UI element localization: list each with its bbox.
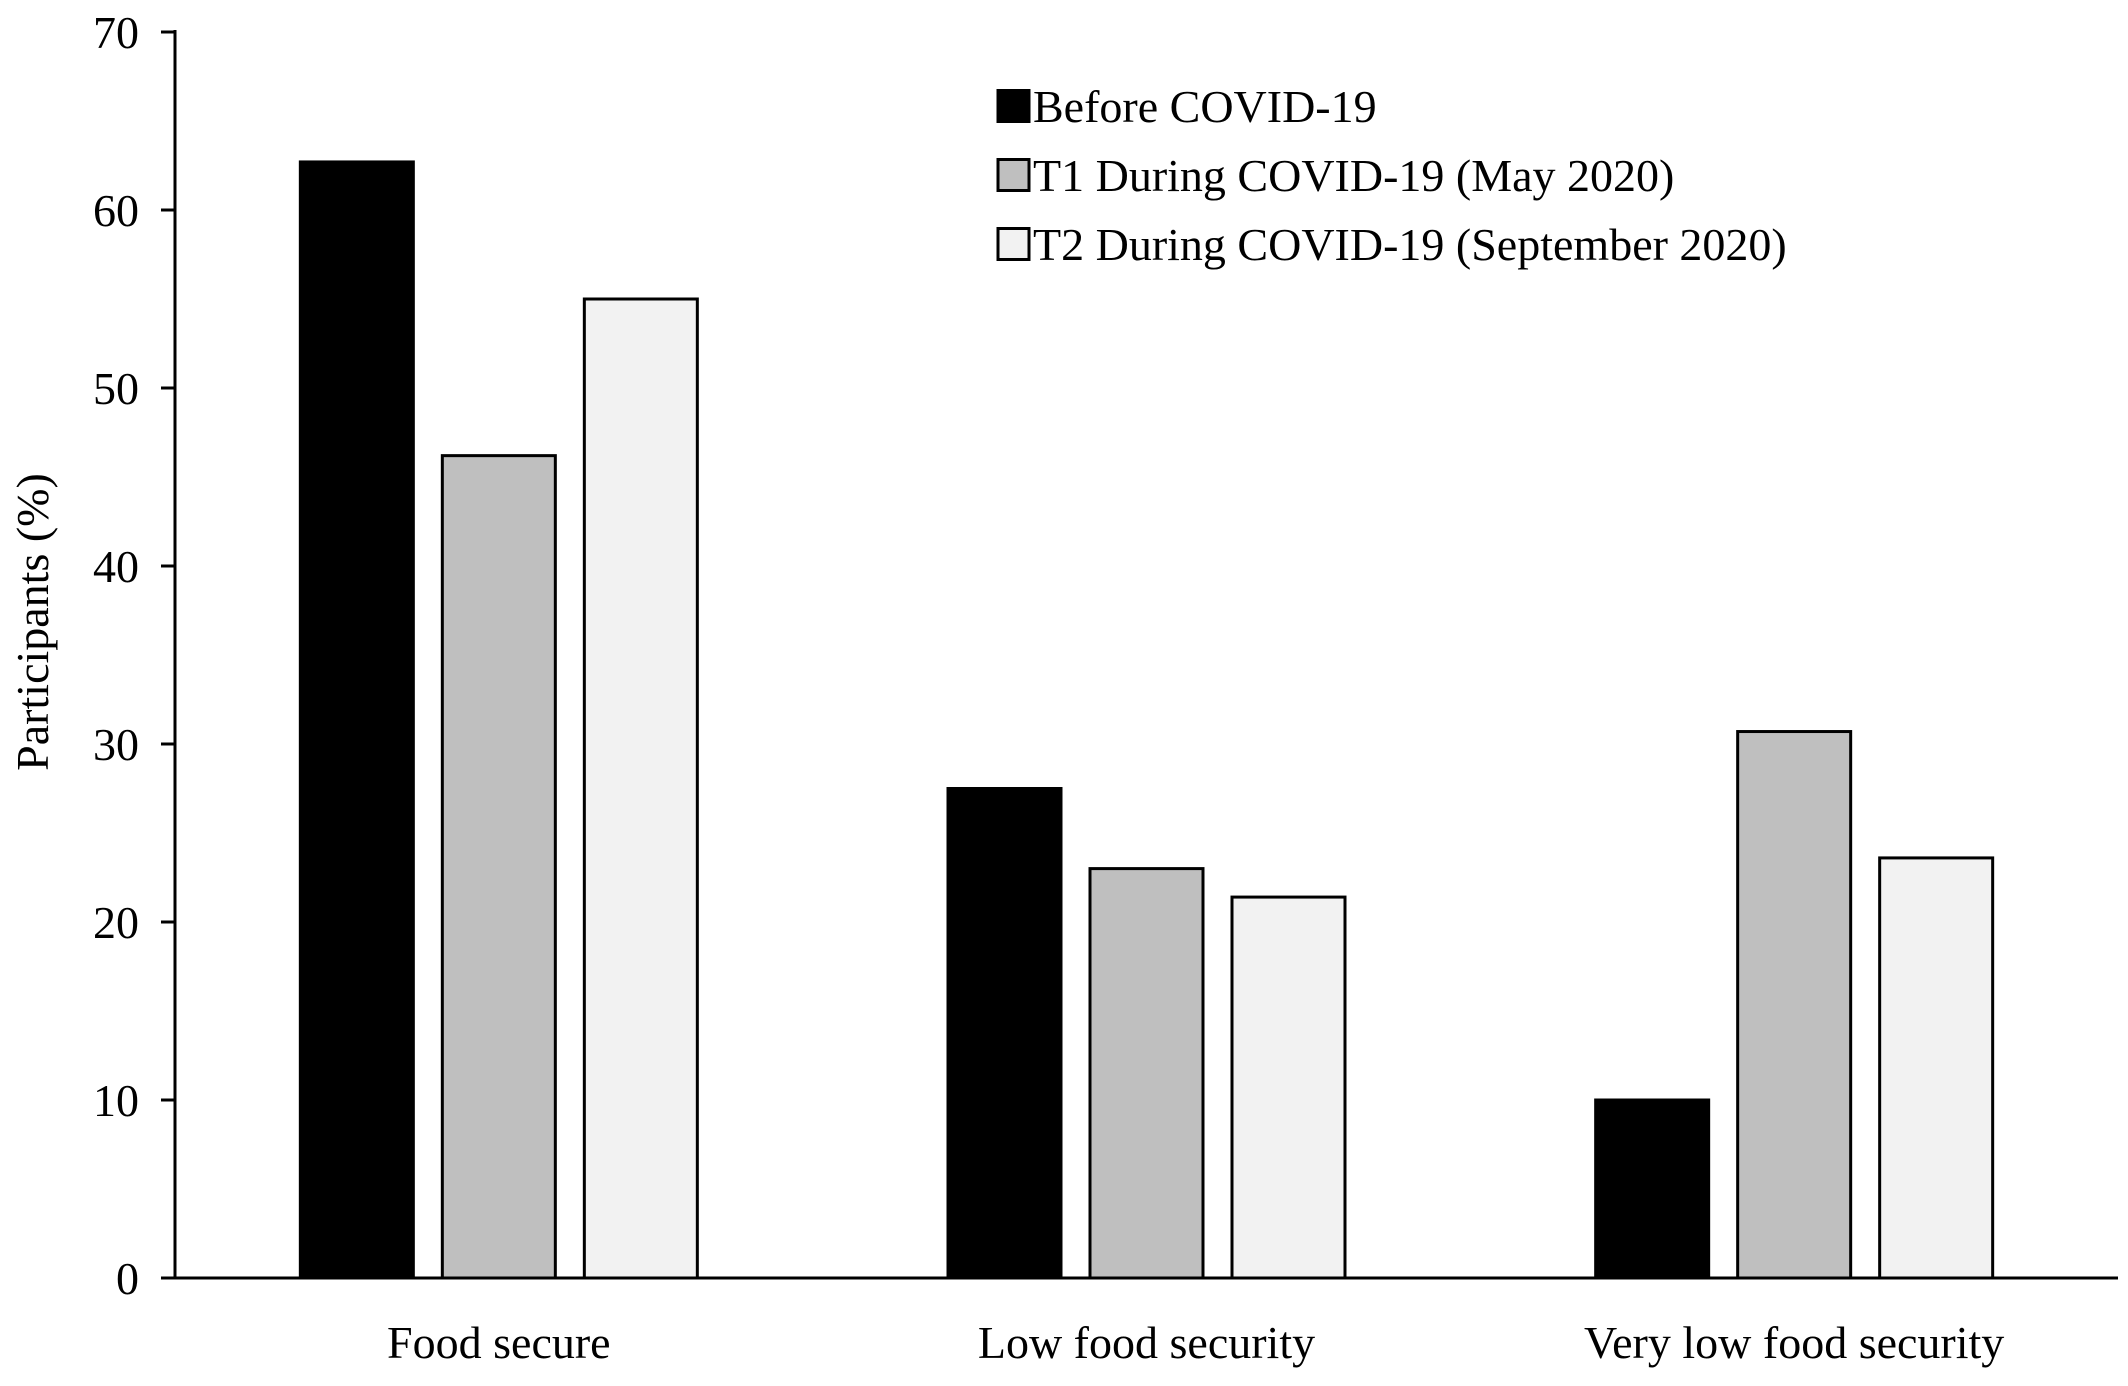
- x-tick-label: Low food security: [978, 1317, 1315, 1368]
- bar: [1230, 895, 1347, 1280]
- y-ticks: 0 10 20 30 40 50 60 70: [93, 7, 175, 1304]
- y-tick-label: 70: [93, 7, 139, 58]
- bar: [298, 160, 415, 1280]
- y-tick-label: 0: [116, 1253, 139, 1304]
- legend: Before COVID-19 T1 During COVID-19 (May 2…: [996, 81, 1787, 270]
- bar: [1736, 730, 1853, 1280]
- legend-swatch: [996, 227, 1031, 261]
- bar: [440, 454, 557, 1280]
- bar: [1878, 856, 1995, 1280]
- axes: [173, 30, 2118, 1280]
- legend-swatch: [996, 89, 1031, 123]
- x-ticks: Food secure Low food security Very low foo…: [387, 1317, 2004, 1368]
- y-axis-label: Participants (%): [7, 473, 58, 771]
- legend-swatch: [996, 158, 1031, 192]
- legend-label: T2 During COVID-19 (September 2020): [1033, 219, 1787, 270]
- y-tick-label: 30: [93, 719, 139, 770]
- legend-label: T1 During COVID-19 (May 2020): [1033, 150, 1674, 201]
- x-tick-label: Food secure: [387, 1317, 611, 1368]
- y-axis-label-group: Participants (%): [7, 473, 58, 771]
- y-tick-label: 50: [93, 363, 139, 414]
- bars: [298, 160, 1995, 1280]
- legend-label: Before COVID-19: [1033, 81, 1377, 132]
- bar: [1594, 1098, 1711, 1280]
- y-tick-label: 40: [93, 541, 139, 592]
- y-tick-label: 20: [93, 897, 139, 948]
- bar: [582, 297, 699, 1280]
- bar: [1088, 867, 1205, 1280]
- x-tick-label: Very low food security: [1584, 1317, 2004, 1368]
- y-tick-label: 60: [93, 185, 139, 236]
- bar: [946, 787, 1063, 1280]
- y-tick-label: 10: [93, 1075, 139, 1126]
